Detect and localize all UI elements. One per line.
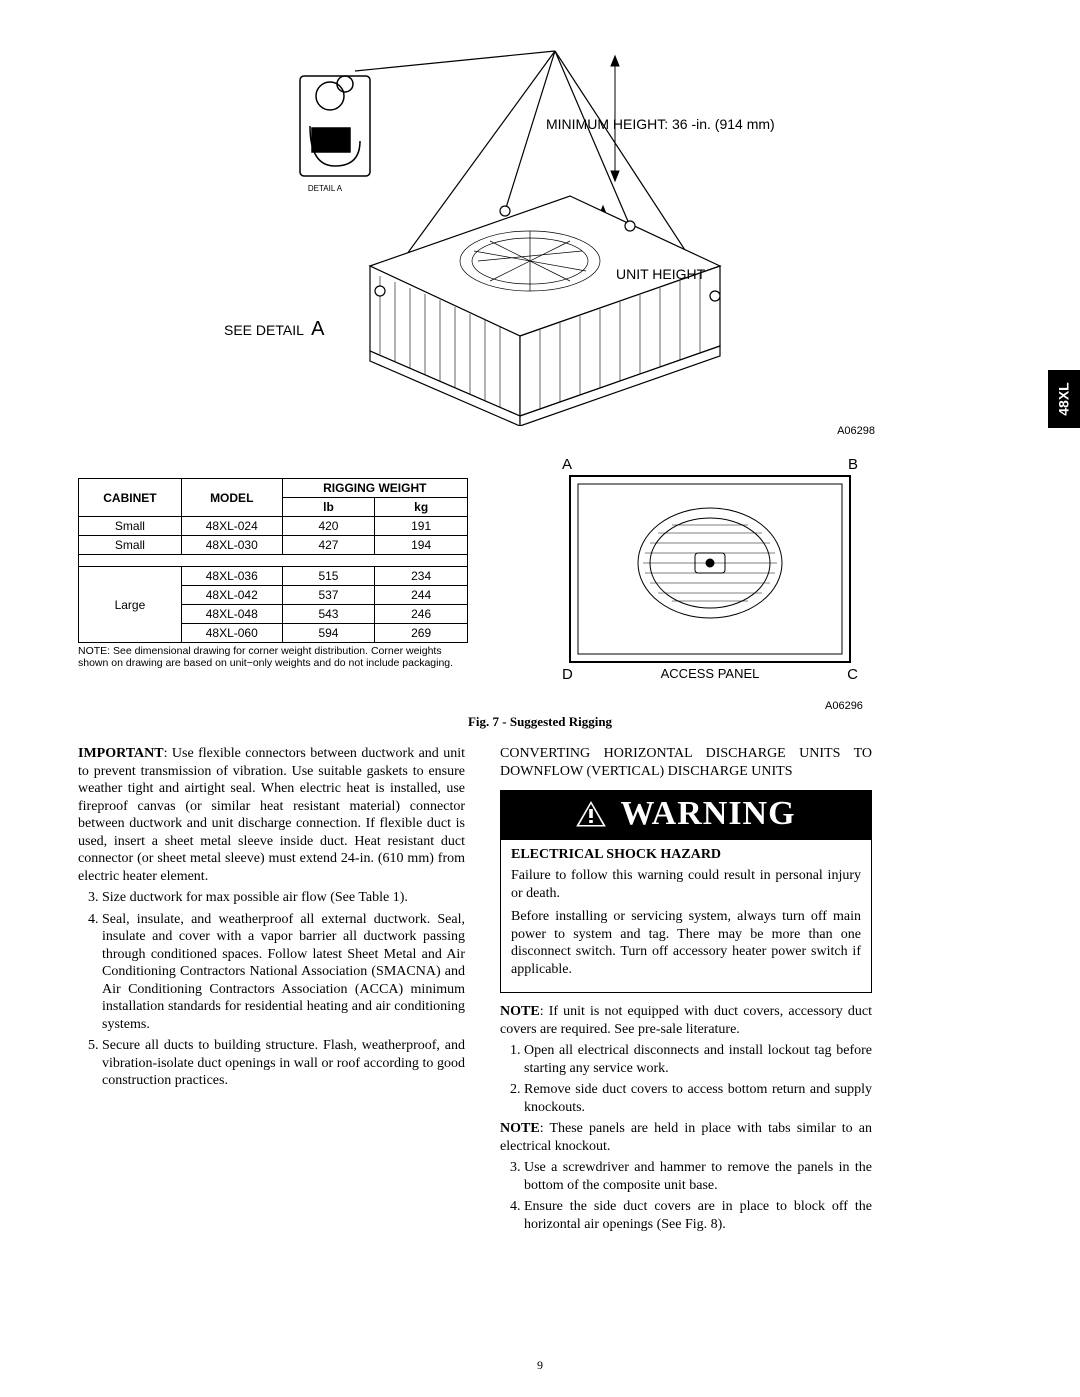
hazard-p1: Failure to follow this warning could res… [511,867,861,902]
list-item: Use a screwdriver and hammer to remove t… [524,1159,872,1194]
left-column: IMPORTANT: Use flexible connectors betwe… [78,745,465,1094]
convert-heading: CONVERTING HORIZONTAL DISCHARGE UNITS TO… [500,745,872,780]
unit-height-label: UNIT HEIGHT [616,266,705,282]
corner-b: B [848,456,858,473]
min-height-label: MINIMUM HEIGHT: 36 -in. (914 mm) [546,116,775,132]
list-item: Ensure the side duct covers are in place… [524,1198,872,1233]
fig-code-top: A06298 [837,425,875,437]
warning-title: WARNING [620,793,795,836]
list-item: Remove side duct covers to access bottom… [524,1081,872,1116]
page-number: 9 [0,1358,1080,1373]
warning-body: ELECTRICAL SHOCK HAZARD Failure to follo… [501,840,871,993]
table-row: Large 48XL-036 515 234 [79,567,468,586]
table-row: Small 48XL-030 427 194 [79,536,468,555]
list-item: Size ductwork for max possible air flow … [102,889,465,907]
rigging-figure: DETAIL A [230,36,860,426]
important-para: IMPORTANT: Use flexible connectors betwe… [78,745,465,885]
corner-a: A [562,456,572,473]
warning-header: WARNING [501,791,871,840]
note1: NOTE: If unit is not equipped with duct … [500,1003,872,1038]
th-rigging: RIGGING WEIGHT [282,479,467,498]
top-view-diagram: A B C D ACCESS PANEL [560,458,860,688]
detail-a-label: DETAIL A [308,184,343,193]
figure-caption: Fig. 7 - Suggested Rigging [0,714,1080,730]
section-tab-label: 48XL [1056,382,1072,415]
see-detail-label: SEE DETAIL A [224,318,324,341]
note2: NOTE: These panels are held in place wit… [500,1120,872,1155]
hazard-p2: Before installing or servicing system, a… [511,908,861,978]
section-tab: 48XL [1048,370,1080,428]
th-lb: lb [282,498,375,517]
rigging-weight-table: CABINET MODEL RIGGING WEIGHT lb kg Small… [78,478,468,669]
table-row: Small 48XL-024 420 191 [79,517,468,536]
table-note: NOTE: See dimensional drawing for corner… [78,645,468,669]
right-column: CONVERTING HORIZONTAL DISCHARGE UNITS TO… [500,745,872,1237]
list-item: Secure all ducts to building structure. … [102,1037,465,1090]
warning-box: WARNING ELECTRICAL SHOCK HAZARD Failure … [500,790,872,993]
list-item: Open all electrical disconnects and inst… [524,1042,872,1077]
hazard-title: ELECTRICAL SHOCK HAZARD [511,846,861,864]
list-item: Seal, insulate, and weatherproof all ext… [102,911,465,1034]
fig-code-bottom: A06296 [825,700,863,712]
access-panel-label: ACCESS PANEL [560,666,860,681]
th-model: MODEL [181,479,282,517]
warning-icon [576,801,606,827]
th-cabinet: CABINET [79,479,182,517]
rigging-svg: DETAIL A [230,36,860,426]
th-kg: kg [375,498,468,517]
